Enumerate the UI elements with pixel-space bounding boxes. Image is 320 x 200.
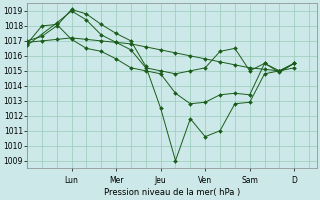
X-axis label: Pression niveau de la mer( hPa ): Pression niveau de la mer( hPa ) — [104, 188, 240, 197]
